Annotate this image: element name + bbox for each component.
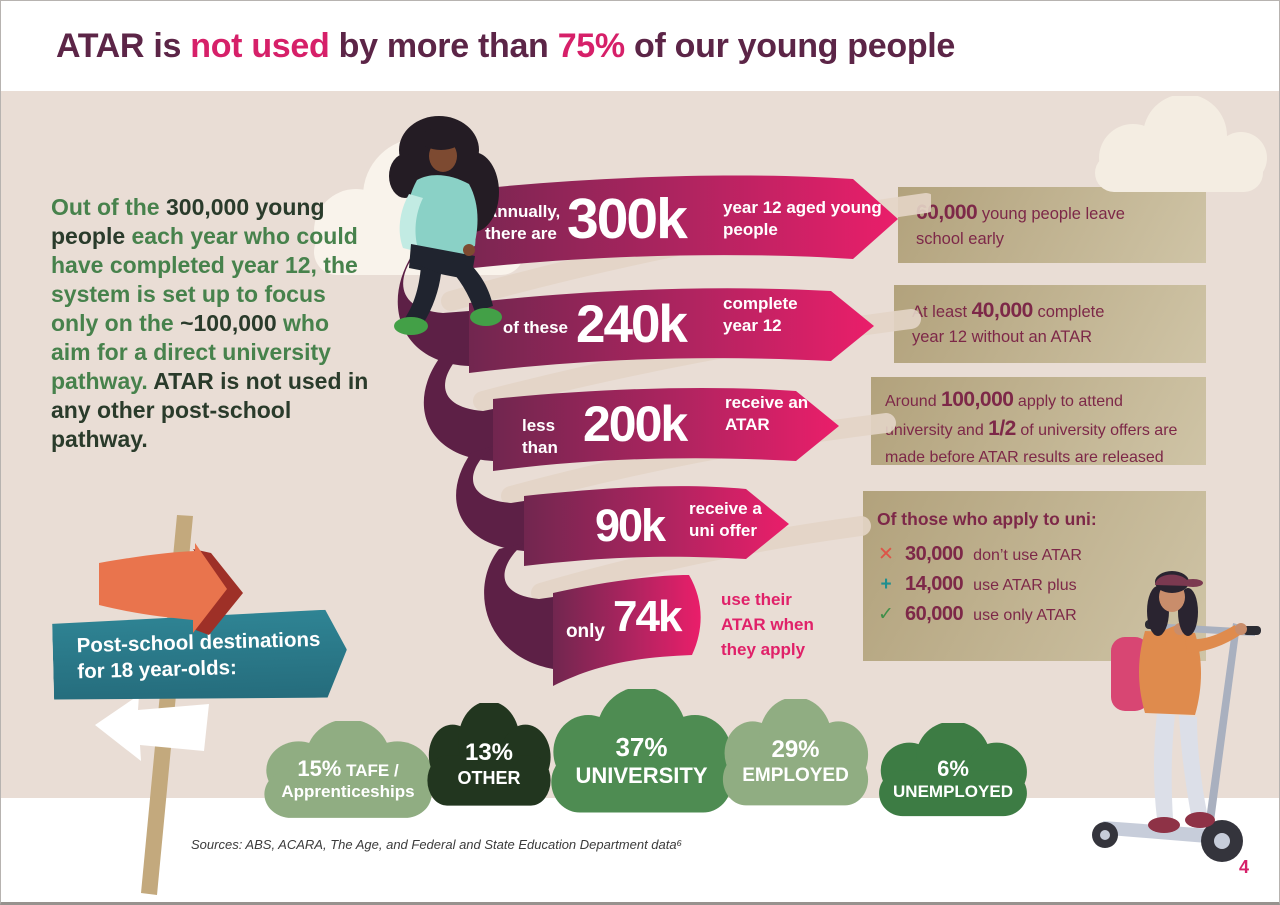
destination-label: UNEMPLOYED — [893, 782, 1013, 801]
funnel-row-5-prefix: only — [565, 621, 605, 642]
funnel-row-3-prefix: less than — [522, 416, 558, 457]
ribbon-240k — [469, 288, 874, 373]
uni-box-value: 60,000 — [905, 603, 964, 625]
bush-shape — [264, 721, 432, 818]
uni-box-value: 14,000 — [905, 573, 964, 595]
title-part-accent: not used — [190, 27, 330, 65]
annotation-body: At least — [912, 303, 972, 321]
funnel-row-1-prefix: Annually, there are — [485, 202, 561, 243]
annotation-body: complete year 12 without an ATAR — [912, 303, 1105, 346]
bush-shape — [427, 703, 551, 806]
intro-segment: who aim for a direct university pathway. — [51, 310, 331, 394]
uni-box-value: 30,000 — [905, 543, 964, 565]
destination-pct: 29% — [771, 736, 820, 764]
ribbon-bands — [431, 175, 898, 686]
annotation-no-atar: At least 40,000 complete year 12 without… — [894, 285, 1206, 363]
funnel-row-4-value: 90k — [595, 500, 666, 551]
funnel-row-3-suffix: receive an ATAR — [725, 393, 809, 434]
cloud-right — [1095, 96, 1267, 192]
ribbon-300k — [431, 175, 898, 273]
annotation-body: apply to attend university and — [885, 393, 1123, 439]
illustration-scooter-person — [1092, 571, 1261, 862]
page-number: 4 — [1239, 857, 1250, 877]
title-part-accent: 75% — [557, 27, 625, 65]
bush-shape — [551, 689, 732, 813]
intro-segment: ~100,000 — [180, 310, 277, 336]
destination-bubble-employed: 29% EMPLOYED — [713, 699, 878, 811]
funnel-row-2-prefix: of these — [502, 318, 568, 337]
intro-segment: 300,000 young people — [51, 194, 325, 249]
destination-bubble-tafe: 15% TAFE / Apprenticeships — [253, 721, 443, 823]
funnel-outside-label: use their ATAR when they apply — [721, 590, 814, 659]
intro-segment: Out of the — [51, 194, 166, 220]
intro-paragraph: Out of the 300,000 young people each yea… — [51, 193, 373, 454]
destination-pct: 13% — [464, 738, 514, 766]
funnel-row-3-value: 200k — [583, 396, 688, 452]
funnel-row-4-suffix: receive a uni offer — [689, 499, 762, 540]
bush-shape — [722, 699, 869, 806]
intro-segment: ATAR is not used in any other post-schoo… — [51, 368, 369, 452]
x-icon: ✕ — [878, 544, 894, 565]
annotation-number: 1/2 — [988, 417, 1016, 440]
funnel-row-1-suffix: year 12 aged young people — [723, 198, 882, 239]
uni-box-row: + 14,000 use ATAR plus — [877, 570, 1192, 600]
destination-label: Apprenticeships — [281, 782, 415, 801]
orange-arrow-right — [99, 543, 243, 635]
annotation-number: 40,000 — [971, 299, 1034, 322]
destination-pct: 37% — [615, 732, 668, 763]
uni-box-label: use only ATAR — [973, 607, 1077, 624]
destination-label: OTHER — [457, 767, 521, 788]
plus-icon: + — [880, 574, 892, 595]
annotation-body: young people leave school early — [916, 205, 1125, 248]
annotation-text: At least 40,000 complete year 12 without… — [894, 285, 1206, 363]
destination-label: UNIVERSITY — [575, 763, 708, 789]
annotation-body: of university offers are made before ATA… — [885, 422, 1178, 466]
funnel-row-1-value: 300k — [567, 187, 688, 251]
funnel-ribbon-chart — [397, 175, 931, 686]
ribbon-200k — [493, 387, 839, 471]
annotation-number: 100,000 — [941, 388, 1014, 411]
intro-segment: each year who could have completed year … — [51, 223, 358, 336]
annotation-leave-school: 60,000 young people leave school early — [898, 187, 1206, 263]
destination-bubble-unemployed: 6% UNEMPLOYED — [869, 723, 1037, 821]
uni-box-row: ✕ 30,000 don’t use ATAR — [877, 540, 1192, 570]
illustration-sitting-person — [389, 116, 502, 335]
destination-bubble-other: 13% OTHER — [419, 703, 559, 811]
page-header: ATAR is not used by more than 75% of our… — [1, 1, 1279, 91]
funnel-row-2-value: 240k — [576, 295, 688, 354]
destination-label: TAFE / — [341, 760, 399, 780]
title-part: ATAR is — [56, 27, 191, 65]
funnel-row-5-value: 74k — [613, 592, 682, 641]
annotation-apply-university: Around 100,000 apply to attend universit… — [871, 377, 1206, 466]
title-part: by more than — [329, 27, 558, 65]
uni-box-heading: Of those who apply to uni: — [877, 509, 1097, 529]
annotation-text: Around 100,000 apply to attend universit… — [871, 377, 1206, 480]
uni-box-row: ✓ 60,000 use only ATAR — [877, 600, 1192, 630]
uni-box-label: don’t use ATAR — [973, 547, 1082, 564]
title-part: of our young people — [624, 27, 956, 65]
destination-bubble-university: 37% UNIVERSITY — [539, 689, 744, 819]
white-arrow-left — [95, 695, 209, 761]
ribbon-74k — [553, 575, 701, 686]
destination-pct: 15% — [297, 755, 342, 781]
check-icon: ✓ — [878, 604, 894, 625]
sources-note: Sources: ABS, ACARA, The Age, and Federa… — [191, 837, 683, 852]
annotation-text: 60,000 young people leave school early — [898, 187, 1206, 265]
uni-box-label: use ATAR plus — [973, 577, 1077, 594]
bush-shape — [879, 723, 1027, 817]
annotation-number: 60,000 — [916, 201, 978, 224]
page-title: ATAR is not used by more than 75% of our… — [56, 27, 955, 66]
destination-pct: 6% — [937, 755, 969, 781]
annotation-body: Around — [885, 393, 942, 410]
destination-label: EMPLOYED — [742, 765, 849, 786]
ribbon-90k — [524, 486, 789, 566]
funnel-row-2-suffix: complete year 12 — [723, 294, 798, 335]
